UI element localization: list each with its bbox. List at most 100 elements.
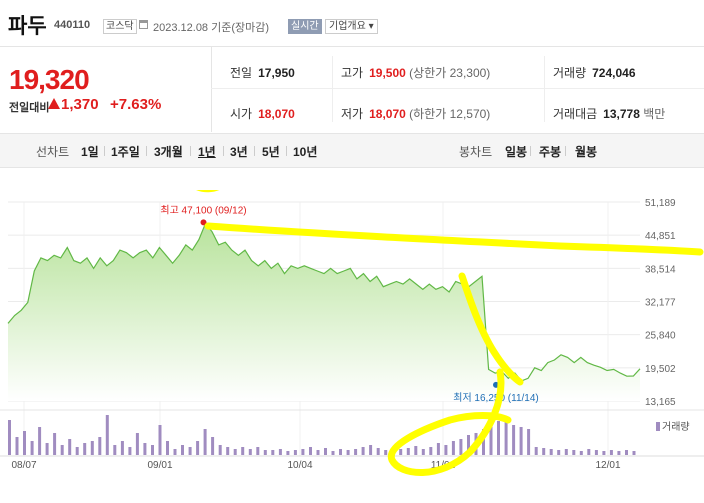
volume-bar: [309, 447, 312, 455]
volume-bar: [557, 450, 561, 455]
volume-bar: [489, 425, 493, 455]
current-price-box: 19,320 전일대비 1,370 +7.63%: [0, 46, 212, 132]
volume-bar: [451, 441, 455, 455]
candle-weekly[interactable]: 주봉: [539, 145, 562, 159]
quote-summary: 19,320 전일대비 1,370 +7.63% 전일 17,950 고가 19,5…: [0, 46, 704, 132]
market-badge: 코스닥: [103, 19, 137, 34]
high-label: 고가: [341, 66, 364, 80]
volume-bar: [519, 427, 523, 455]
period-1d[interactable]: 1일: [81, 145, 99, 159]
volume-bar: [120, 441, 124, 455]
trade-amount: 거래대금 13,778 백만: [553, 105, 665, 122]
candle-chart-label: 봉차트: [459, 145, 493, 159]
volume-legend: 거래량: [656, 418, 690, 433]
volume-bar: [361, 447, 365, 455]
volume-bar: [45, 443, 49, 455]
open-value: 18,070: [258, 107, 295, 121]
period-10y[interactable]: 10년: [293, 145, 318, 159]
volume-bar: [594, 450, 598, 455]
volume-bar: [203, 429, 207, 455]
volume-bar: [90, 441, 94, 455]
volume-bar: [534, 447, 538, 455]
lower-limit: (하한가 12,570): [409, 107, 491, 121]
day-high: 고가 19,500 (상한가 23,300): [341, 64, 490, 81]
volume-bar: [83, 443, 87, 455]
y-tick-label: 13,165: [645, 397, 676, 408]
period-1w[interactable]: 1주일: [111, 145, 140, 159]
volume-bar: [301, 449, 305, 455]
x-tick-label: 10/04: [287, 460, 312, 471]
volume-bar: [429, 447, 433, 455]
y-tick-label: 51,189: [645, 198, 676, 209]
period-5y[interactable]: 5년: [262, 145, 280, 159]
x-tick-label: 08/07: [11, 460, 36, 471]
volume-bar: [602, 451, 606, 455]
upper-limit: (상한가 23,300): [409, 66, 491, 80]
volume-bar: [497, 421, 500, 455]
change-label: 전일대비: [9, 102, 50, 114]
volume-bar: [158, 425, 162, 455]
volume-label: 거래량: [553, 66, 587, 80]
volume-bar: [339, 449, 342, 455]
volume-bar: [384, 450, 388, 455]
volume-bar: [399, 449, 403, 455]
prev-close: 전일 17,950: [230, 64, 295, 81]
company-overview-dropdown[interactable]: 기업개요 ▾: [325, 19, 378, 34]
price-chart[interactable]: 51,189 44,851 38,514 32,177 25,840 19,502 13,1…: [0, 190, 704, 503]
y-tick-label: 25,840: [645, 331, 676, 342]
volume-bar: [68, 439, 72, 455]
y-tick-label: 19,502: [645, 364, 676, 375]
volume-bar: [75, 447, 79, 455]
volume-bar: [482, 429, 485, 455]
low-value: 18,070: [369, 107, 406, 121]
volume-bar: [324, 448, 327, 455]
volume-bar: [564, 449, 568, 455]
calendar-icon: [139, 20, 148, 29]
volume-bar: [263, 450, 267, 455]
day-open: 시가 18,070: [230, 105, 295, 122]
amount-value: 13,778: [603, 107, 640, 121]
volume-bar: [218, 445, 222, 455]
volume-bar: [609, 450, 613, 455]
period-3m[interactable]: 3개월: [154, 145, 183, 159]
prev-close-value: 17,950: [258, 66, 295, 80]
volume-bar: [38, 427, 42, 455]
volume-bar: [53, 433, 57, 455]
volume-bar: [331, 451, 335, 455]
y-tick-label: 44,851: [645, 231, 676, 242]
volume-bar: [587, 449, 591, 455]
volume-bar: [128, 447, 132, 455]
period-3y[interactable]: 3년: [230, 145, 248, 159]
price-area: [8, 223, 640, 401]
y-tick-label: 32,177: [645, 298, 676, 309]
candle-monthly[interactable]: 월봉: [575, 145, 598, 159]
volume-bar: [226, 447, 230, 455]
volume-bar: [376, 448, 380, 455]
volume-bar: [527, 429, 531, 455]
volume-bar: [369, 445, 373, 455]
volume-bar: [278, 449, 282, 455]
highlight-circle-low: [387, 368, 512, 476]
high-marker: [200, 219, 207, 226]
candle-daily[interactable]: 일봉: [505, 145, 528, 159]
volume-bar: [316, 450, 320, 455]
amount-unit: 백만: [643, 107, 666, 121]
x-tick-label: 09/01: [147, 460, 172, 471]
stock-code: 440110: [54, 19, 91, 31]
volume: 거래량 724,046: [553, 64, 636, 81]
period-1y[interactable]: 1년: [198, 145, 216, 159]
volume-bar: [354, 449, 358, 455]
volume-bar: [166, 441, 169, 455]
up-arrow-icon: [48, 98, 60, 109]
current-price: 19,320: [9, 64, 90, 95]
realtime-button[interactable]: 실시간: [288, 19, 322, 34]
volume-bar: [436, 443, 440, 455]
volume-bar: [512, 425, 516, 455]
change-value: 1,370: [61, 96, 99, 113]
volume-bar: [241, 447, 245, 455]
high-value: 19,500: [369, 66, 406, 80]
volume-bar: [135, 433, 139, 455]
volume-value: 724,046: [592, 66, 636, 80]
volume-bar: [421, 449, 425, 455]
volume-bar: [211, 437, 215, 455]
